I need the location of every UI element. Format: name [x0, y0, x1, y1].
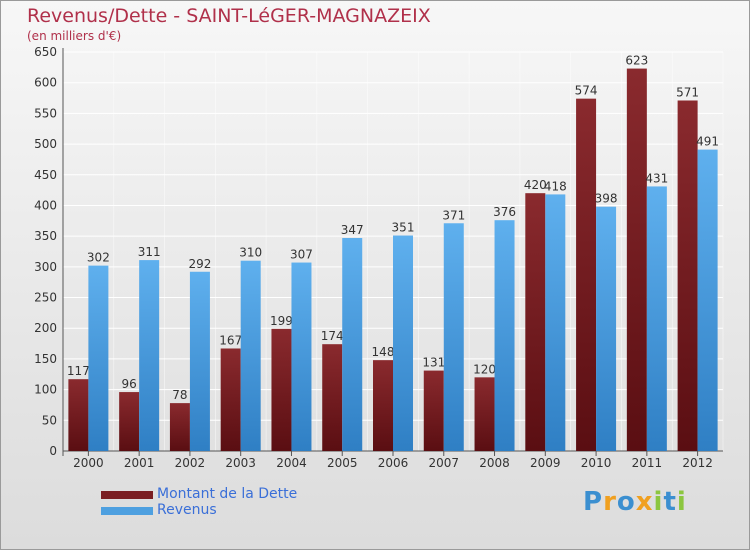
logo-letter: i	[653, 487, 664, 517]
y-tick-label: 450	[34, 168, 57, 182]
x-tick-label: 2007	[428, 456, 459, 470]
bar-debt	[474, 377, 495, 451]
bar-revenue	[393, 235, 413, 451]
legend-swatch-revenue	[101, 507, 153, 515]
data-label-revenue: 310	[239, 246, 262, 260]
bar-revenue	[596, 206, 617, 451]
x-tick-label: 2001	[124, 456, 155, 470]
y-tick-label: 400	[34, 198, 57, 212]
bar-debt	[423, 370, 444, 451]
y-tick-label: 650	[34, 45, 57, 59]
proxiti-logo: Proxiti	[583, 487, 687, 517]
data-label-debt: 78	[172, 388, 187, 402]
bar-debt	[373, 360, 393, 451]
x-tick-label: 2000	[73, 456, 104, 470]
x-tick-label: 2004	[276, 456, 307, 470]
data-label-debt: 167	[219, 333, 242, 347]
data-label-debt: 96	[122, 377, 137, 391]
legend-label-revenue: Revenus	[157, 502, 217, 518]
data-label-debt: 623	[625, 54, 648, 68]
logo-letter: o	[616, 487, 636, 517]
data-label-revenue: 431	[645, 171, 668, 185]
data-label-revenue: 371	[442, 208, 465, 222]
data-label-debt: 120	[473, 362, 496, 376]
x-tick-label: 2011	[632, 456, 663, 470]
data-label-debt: 420	[524, 178, 547, 192]
bar-debt	[576, 98, 597, 451]
bar-debt	[271, 328, 292, 451]
data-label-revenue: 398	[595, 192, 618, 206]
x-tick-label: 2006	[378, 456, 409, 470]
bar-debt	[626, 68, 647, 451]
y-tick-label: 250	[34, 291, 57, 305]
logo-letter: P	[583, 487, 604, 517]
bar-revenue	[88, 265, 109, 451]
bar-revenue	[646, 186, 667, 451]
chart-title: Revenus/Dette - SAINT-LéGER-MAGNAZEIX	[27, 5, 431, 27]
y-tick-label: 200	[34, 321, 57, 335]
x-tick-label: 2009	[530, 456, 561, 470]
x-tick-label: 2005	[327, 456, 358, 470]
bar-debt	[119, 392, 140, 451]
bar-revenue	[240, 260, 261, 451]
bar-revenue	[189, 271, 210, 451]
data-label-revenue: 292	[188, 257, 211, 271]
data-label-debt: 199	[270, 314, 293, 328]
bar-debt	[677, 100, 698, 452]
y-tick-label: 0	[49, 444, 57, 458]
data-label-revenue: 311	[138, 245, 161, 259]
bar-revenue	[443, 223, 464, 451]
x-tick-label: 2008	[479, 456, 510, 470]
bar-revenue	[139, 260, 160, 451]
y-tick-label: 150	[34, 352, 57, 366]
data-label-revenue: 302	[87, 251, 110, 265]
bar-debt	[169, 403, 190, 451]
data-label-debt: 148	[372, 345, 395, 359]
bar-revenue	[494, 220, 515, 451]
data-label-debt: 571	[676, 85, 699, 99]
legend-label-debt: Montant de la Dette	[157, 486, 298, 502]
data-label-revenue: 491	[696, 135, 719, 149]
bar-revenue	[291, 262, 312, 451]
bar-debt	[525, 193, 546, 451]
data-label-revenue: 418	[544, 179, 567, 193]
y-tick-label: 600	[34, 76, 57, 90]
data-label-debt: 574	[575, 84, 598, 98]
bar-revenue	[545, 194, 566, 452]
y-tick-label: 300	[34, 260, 57, 274]
bar-revenue	[342, 237, 363, 451]
logo-letter: i	[676, 487, 687, 517]
data-label-debt: 117	[67, 364, 90, 378]
data-label-revenue: 347	[341, 223, 364, 237]
data-label-debt: 174	[321, 329, 344, 343]
data-label-debt: 131	[422, 356, 445, 370]
y-tick-label: 350	[34, 229, 57, 243]
data-label-revenue: 376	[493, 205, 516, 219]
data-label-revenue: 307	[290, 248, 313, 262]
x-tick-label: 2010	[581, 456, 612, 470]
data-label-revenue: 351	[392, 221, 415, 235]
bar-debt	[220, 348, 241, 451]
y-tick-label: 500	[34, 137, 57, 151]
x-tick-label: 2012	[682, 456, 713, 470]
legend-swatch-debt	[101, 491, 153, 499]
y-tick-label: 100	[34, 383, 57, 397]
x-tick-label: 2002	[175, 456, 206, 470]
bar-revenue	[697, 149, 718, 451]
logo-letter: t	[663, 487, 677, 517]
bar-debt	[322, 344, 343, 451]
y-tick-label: 550	[34, 106, 57, 120]
chart-subtitle: (en milliers d'€)	[27, 29, 122, 43]
y-tick-label: 50	[42, 413, 57, 427]
logo-letter: r	[603, 487, 617, 517]
logo-letter: x	[635, 487, 654, 517]
x-tick-label: 2003	[225, 456, 256, 470]
bar-debt	[68, 379, 89, 451]
